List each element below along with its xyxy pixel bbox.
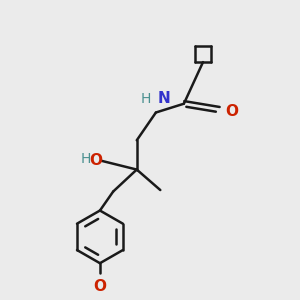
Text: O: O: [93, 279, 106, 294]
Text: N: N: [158, 91, 170, 106]
Text: H: H: [140, 92, 151, 106]
Text: O: O: [90, 153, 103, 168]
Text: H: H: [81, 152, 91, 166]
Text: O: O: [226, 103, 239, 118]
